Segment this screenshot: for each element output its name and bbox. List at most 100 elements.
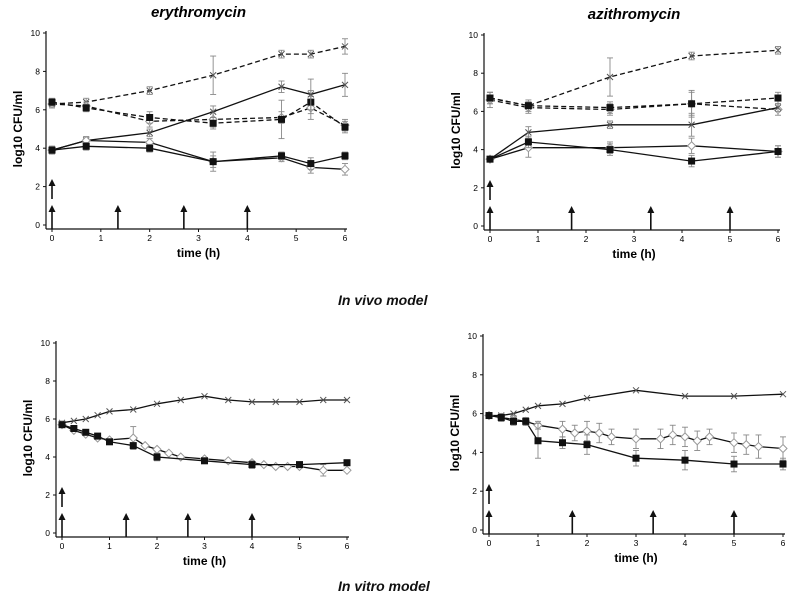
data-point-diamond [152,444,162,455]
data-point-x [534,402,542,410]
x-tick-label: 6 [776,234,781,244]
y-tick-label: 0 [45,528,50,538]
data-point-x [583,394,591,402]
dose-arrow [243,205,251,229]
y-tick-label: 4 [45,452,50,462]
data-point-square [278,152,286,160]
data-point-x [688,121,695,129]
y-axis-label: log10 CFU/ml [449,92,463,169]
chart-erythromycin-in-vitro: 0 2 4 6 8 10 0 1 2 3 4 5 6 time (h) log10 CFU/ml [21,338,352,568]
section-title-in-vitro: In vitro model [338,578,430,594]
data-point-square [209,158,217,166]
data-point-x [248,398,256,406]
data-point-square [278,115,286,123]
dose-arrow [568,510,576,534]
data-point-square [82,428,90,436]
series-line [489,389,784,417]
y-tick-label: 10 [468,331,478,341]
series-line [61,395,347,424]
series-line [51,145,346,165]
y-tick-label: 8 [472,370,477,380]
data-point-square [524,102,532,110]
x-tick-label: 4 [250,541,255,551]
y-tick-label: 10 [469,30,479,40]
dose-arrow [114,205,122,229]
x-tick-label: 2 [147,233,152,243]
series-line [489,141,779,162]
data-point-diamond [164,448,174,458]
data-point-x [307,50,315,58]
x-axis-label: time (h) [177,246,220,260]
data-point-square [94,432,102,440]
data-point-diamond [668,430,678,440]
y-tick-label: 8 [35,66,40,76]
data-point-diamond [594,428,604,438]
data-point-x [730,392,738,400]
data-point-x [343,396,351,404]
x-tick-label: 2 [584,234,589,244]
data-point-x [606,73,614,81]
x-tick-label: 0 [488,234,493,244]
y-tick-label: 10 [41,338,51,348]
chart-title: azithromycin [588,6,681,23]
x-tick-label: 6 [343,233,348,243]
y-tick-label: 6 [473,106,478,116]
data-point-square [209,119,217,127]
y-axis-label: log10 CFU/ml [11,91,25,168]
data-point-x [209,71,217,79]
data-point-square [774,94,782,102]
data-point-square [486,155,494,163]
data-point-x [106,408,113,415]
data-point-square [486,94,494,102]
series-line [51,139,346,170]
y-tick-label: 4 [472,447,477,457]
data-point-square [248,461,256,469]
y-tick-label: 2 [35,182,40,192]
data-point-square [774,148,782,156]
data-point-square [632,454,640,462]
data-point-square [129,442,137,450]
data-point-square [146,113,154,121]
x-tick-label: 5 [294,233,299,243]
data-point-square [146,144,154,152]
y-tick-label: 2 [473,183,478,193]
dose-arrow [726,206,734,230]
data-point-x [272,398,280,406]
series-line [51,101,346,128]
x-axis-label: time (h) [183,554,226,568]
data-point-x [70,417,78,425]
data-point-x [341,43,349,50]
data-point-x [146,87,154,94]
data-point-square [606,104,614,112]
data-point-diamond [557,424,568,434]
data-point-diamond [140,440,150,451]
data-point-diamond [606,432,617,442]
data-point-diamond [318,465,328,476]
data-point-x [606,121,614,129]
data-point-x [525,129,532,136]
data-point-x [681,392,689,400]
dose-arrow [647,206,655,230]
dose-arrow [730,510,738,534]
data-point-x [129,406,137,413]
section-title-in-vivo: In vivo model [338,292,428,308]
data-point-square [688,157,696,165]
chart-azithromycin-in-vivo: azithromycin 0 2 4 6 8 10 0 1 2 3 4 5 6 time (h) log10 … [449,6,783,261]
data-point-square [497,413,505,421]
data-point-diamond [128,433,138,443]
x-tick-label: 5 [732,538,737,548]
x-tick-label: 3 [634,538,639,548]
data-point-x [153,400,161,408]
data-point-square [779,460,787,468]
dose-arrow [649,510,657,534]
data-point-diamond [631,434,641,444]
data-point-x [177,396,185,404]
data-point-diamond [692,436,702,446]
data-point-x [146,129,154,137]
y-tick-label: 6 [35,105,40,115]
dose-arrow [486,206,494,230]
data-point-square [343,459,351,467]
y-tick-label: 2 [472,486,477,496]
data-point-square [153,453,161,461]
data-point-square [341,123,349,131]
